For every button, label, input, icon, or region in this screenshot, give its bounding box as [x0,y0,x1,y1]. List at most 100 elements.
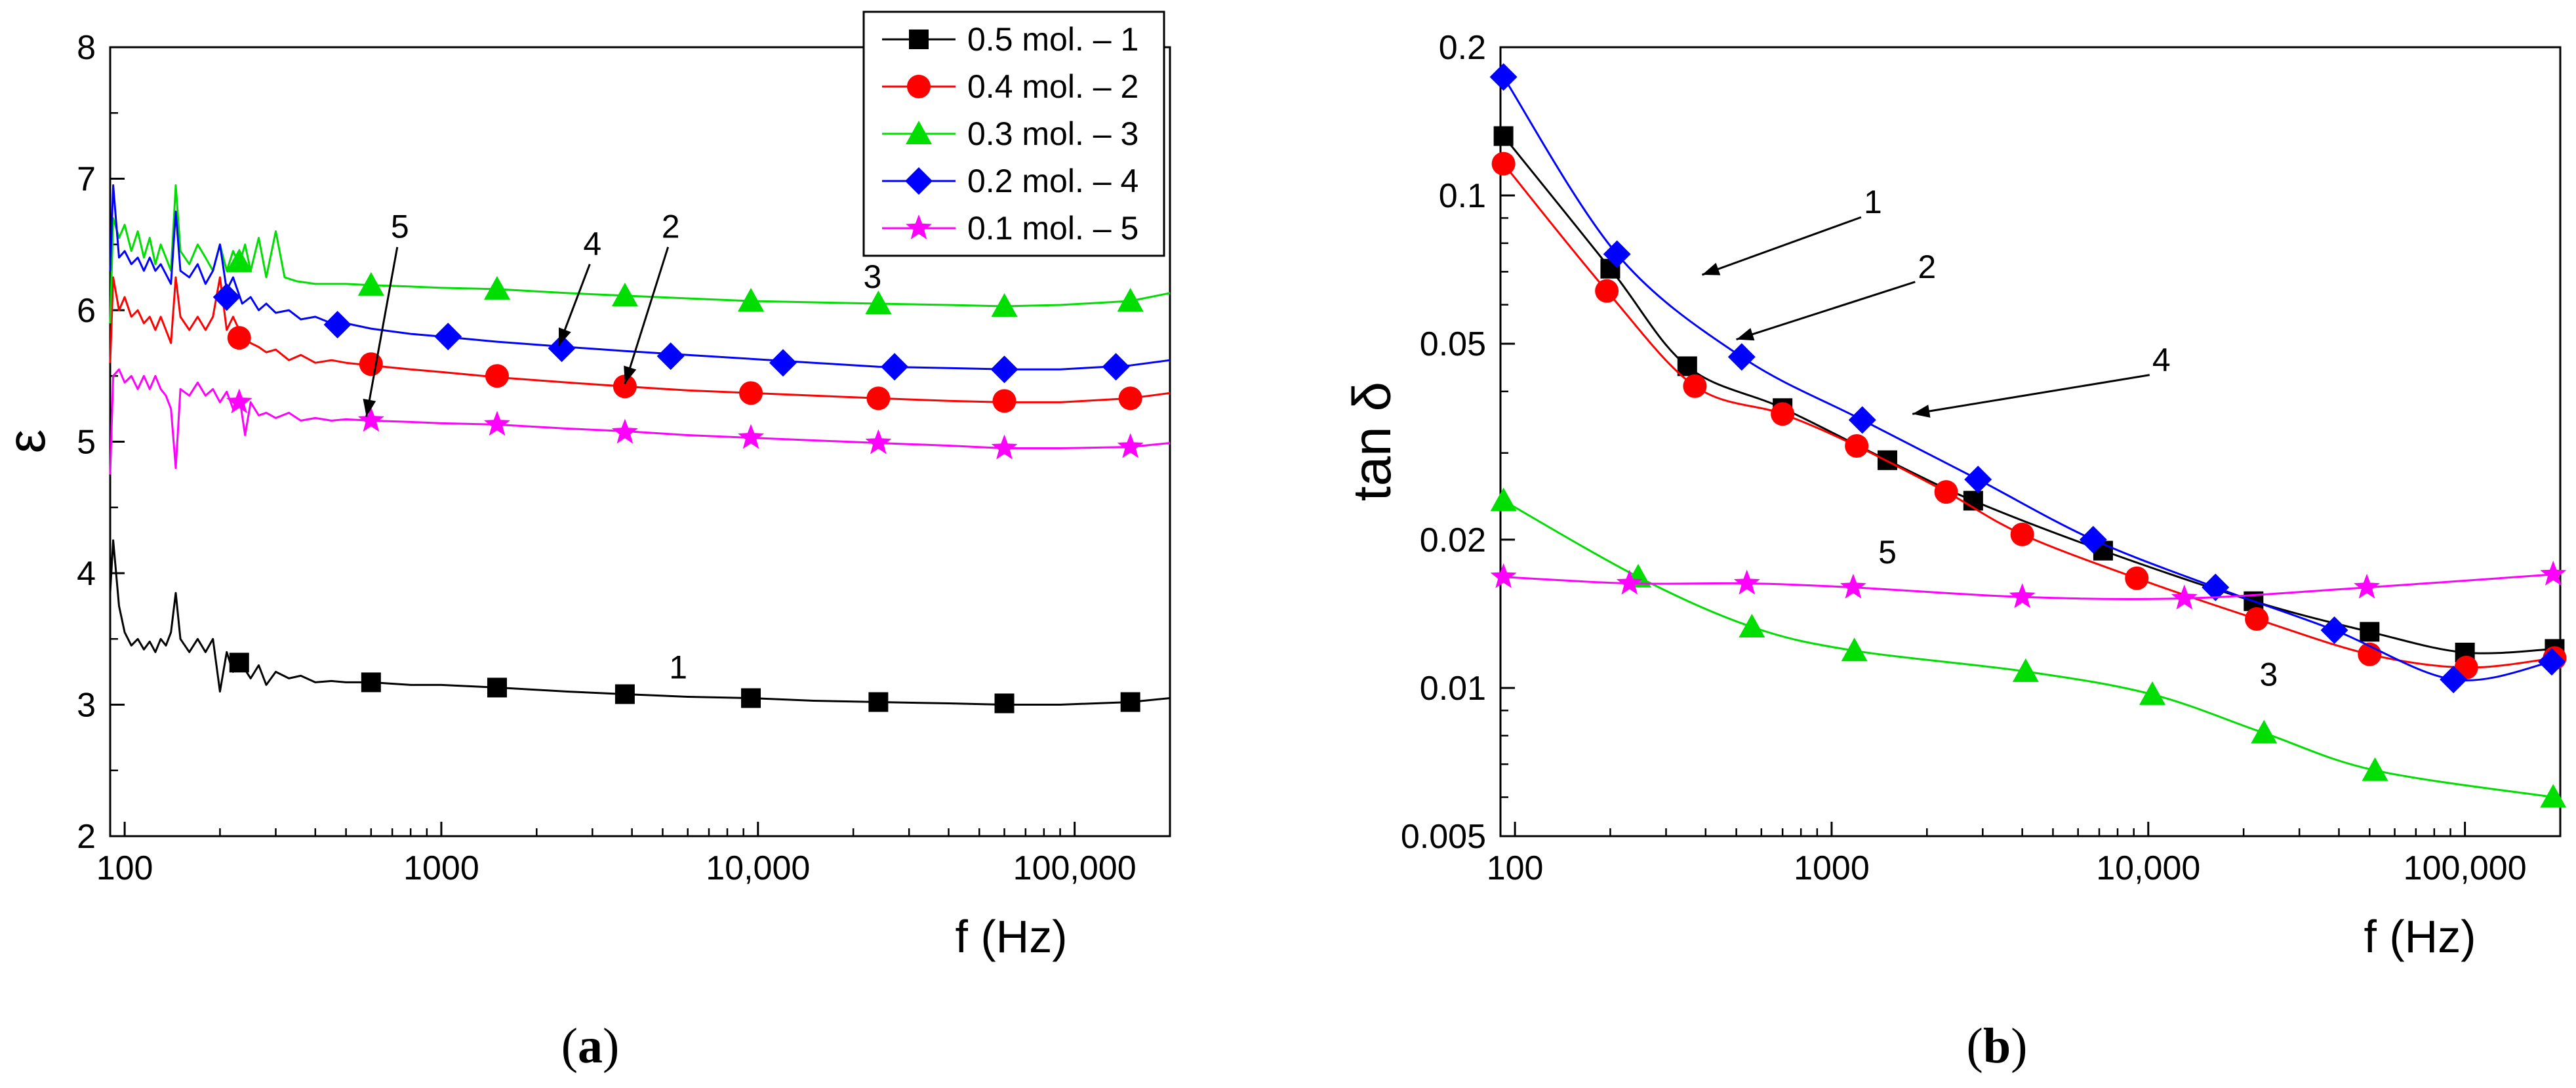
chart-b-ytick-label: 0.1 [1439,177,1486,215]
chart-b-curve-arrow-head [1736,328,1755,341]
chart-b-axes: 100 1000 10,000 100,000 0.005 0.01 0.02 0.05 0.1… [1401,29,2527,887]
legend-marker-5 [906,214,932,239]
legend-label-2: 0.4 mol. – 2 [967,68,1138,105]
chart-b-xtick-label: 10,000 [2096,849,2200,887]
chart-b-ytick-label: 0.02 [1420,521,1486,559]
legend-label-3: 0.3 mol. – 3 [967,115,1138,152]
chart-b-series-3-point [2362,757,2388,781]
chart-b-series-4-point [1603,240,1631,268]
chart-b-panel-label: (b) [1967,1018,2028,1074]
chart-a-series-1-point [868,692,889,712]
chart-a-series-4-point [656,342,685,371]
chart-a-series-4-line [109,184,1171,371]
chart-a-ytick-label: 6 [77,292,96,330]
chart-b-series-2-point [1771,402,1795,426]
chart-a: 100 1000 10,000 100,000 2 3 4 5 6 7 8 1 3 4 2 5 0.5 mo… [0,10,1171,1074]
chart-a-series [109,184,1171,714]
chart-b-series-2-point [2245,607,2269,631]
chart-a-ytick-label: 7 [77,161,96,199]
chart-b-series-2-point [2010,522,2034,546]
chart-a-xtick-label: 1000 [403,849,479,887]
chart-b-curve-label: 3 [2259,656,2278,693]
legend-marker-4 [905,167,933,195]
chart-b-series-3-line [1502,500,2554,798]
chart-a-curve-arrow-head [363,399,376,417]
chart-a-series-5-point [865,429,892,454]
chart-b-curve-arrow-line [1912,374,2150,415]
chart-a-series-4-point [323,311,352,339]
chart-b-series-3-point [1490,487,1517,512]
chart-a-curve-arrow-head [558,327,571,346]
chart-a-series-5-point [484,411,510,436]
chart-a-legend: 0.5 mol. – 1 0.4 mol. – 2 0.3 mol. – 3 0.2 … [862,10,1165,257]
chart-a-series-3-point [611,282,638,306]
chart-a-series-2-point [485,364,509,388]
chart-b-ytick-label: 0.01 [1420,670,1486,708]
chart-b-curve-label: 4 [2152,342,2171,378]
chart-b-series-4-point [1727,343,1756,371]
chart-a-series-3-point [738,287,765,312]
chart-a-curve-arrow-line [365,247,399,417]
chart-a-annotations: 1 3 4 2 5 [363,209,881,685]
chart-a-series-5-point [226,388,252,414]
chart-b-series-4-point [1848,406,1876,434]
chart-a-curve-label: 2 [662,209,680,245]
chart-a-curve-label: 5 [391,209,409,245]
chart-a-series-2-point [613,374,637,399]
chart-b-annotations: 12 4 5 3 [1701,184,2278,693]
chart-b-series-5-point [2009,583,2036,609]
chart-b-series-2-point [1845,433,1869,458]
chart-a-series-1-point [1120,692,1140,712]
chart-a-ylabel: ε [0,430,56,454]
chart-b-curve-arrow-line [1736,281,1916,341]
chart-a-series-3-point [483,275,510,300]
chart-a-axes: 100 1000 10,000 100,000 2 3 4 5 6 7 8 [77,29,1137,887]
chart-b-series-3-point [2540,784,2567,808]
chart-b-series-2-point [1595,279,1619,303]
chart-b-frame [1499,46,2562,837]
chart-b-series-4-point [2538,648,2566,676]
chart-a-series-4-point [548,334,576,363]
chart-a-series-4-point [434,323,462,351]
chart-b-series-5-point [2540,560,2567,586]
chart-b-series [1489,63,2567,808]
chart-b-xtick-label: 100 [1487,849,1544,887]
legend-label-1: 0.5 mol. – 1 [967,21,1138,58]
chart-b-series-1-point [1677,356,1697,376]
chart-a-series-1-point [741,688,761,708]
chart-b-series-4-line [1502,76,2552,681]
chart-b-xlabel: f (Hz) [2364,911,2476,962]
chart-a-curve-label: 1 [669,649,687,685]
chart-b-series-5-point [1840,573,1866,599]
chart-b-xtick-label: 1000 [1794,849,1870,887]
chart-a-series-2-point [866,386,891,411]
chart-a-series-3-point [865,290,892,314]
chart-a-ytick-label: 2 [77,818,96,856]
chart-a-series-5-line [109,368,1171,475]
chart-b-series-1-point [1493,126,1514,146]
chart-b-series-2-point [1683,374,1707,398]
chart-b-ytick-label: 0.05 [1420,325,1486,363]
chart-a-series-3-line [109,184,1171,324]
chart-a-series-2-point [1118,386,1142,411]
chart-b-ylabel: tan δ [1342,382,1402,501]
chart-a-series-4-point [1102,353,1130,381]
chart-a-series-1-point [994,693,1015,714]
chart-a-series-1-point [229,653,249,673]
chart-b-series-4-point [2202,573,2230,601]
chart-b-curve-arrow-head [1912,405,1931,418]
chart-b-series-3-point [2251,719,2278,744]
chart-a-ytick-label: 8 [77,29,96,67]
legend-label-4: 0.2 mol. – 4 [967,163,1138,199]
chart-b-series-3-point [2012,658,2039,682]
chart-b-series-4-point [1964,466,1992,494]
chart-a-curve-label: 4 [583,226,601,262]
chart-b-series-5-point [1733,569,1760,595]
chart-b-series-3-point [1739,613,1765,637]
chart-a-series-2-point [227,326,251,350]
chart-a-series-3-point [226,248,252,272]
legend-marker-3 [906,121,932,144]
chart-a-series-4-point [212,283,241,311]
chart-a-series-4-point [769,349,797,377]
